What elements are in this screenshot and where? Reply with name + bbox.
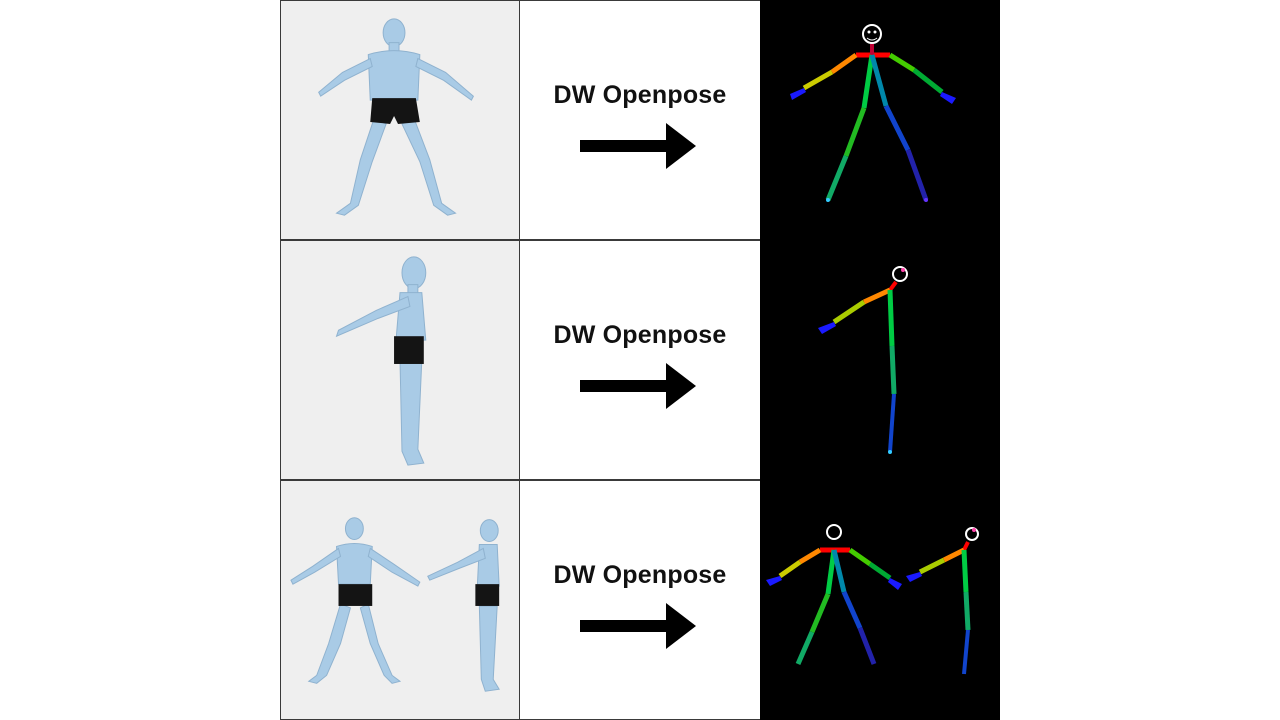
- method-cell: DW Openpose: [520, 0, 760, 240]
- right-arrow-icon: [580, 123, 696, 169]
- openpose-skeleton-image: [760, 0, 1000, 240]
- method-label: DW Openpose: [553, 81, 727, 109]
- side-view-model-image: [280, 240, 520, 480]
- openpose-skeleton-image: [760, 240, 1000, 480]
- right-arrow-icon: [580, 603, 696, 649]
- side-body-figure: [335, 256, 427, 466]
- two-body-figures: [290, 517, 500, 692]
- right-arrow-icon: [580, 363, 696, 409]
- openpose-skeleton-image: [760, 480, 1000, 720]
- front-and-side-model-image: [280, 480, 520, 720]
- front-view-model-image: [280, 0, 520, 240]
- method-cell: DW Openpose: [520, 240, 760, 480]
- comparison-grid: DW Openpose: [280, 0, 1000, 720]
- method-label: DW Openpose: [553, 561, 727, 589]
- method-label: DW Openpose: [553, 321, 727, 349]
- front-body-figure: [318, 18, 474, 216]
- method-cell: DW Openpose: [520, 480, 760, 720]
- front-skeleton: [790, 24, 956, 202]
- side-skeleton: [818, 266, 908, 454]
- two-skeletons: [766, 524, 979, 675]
